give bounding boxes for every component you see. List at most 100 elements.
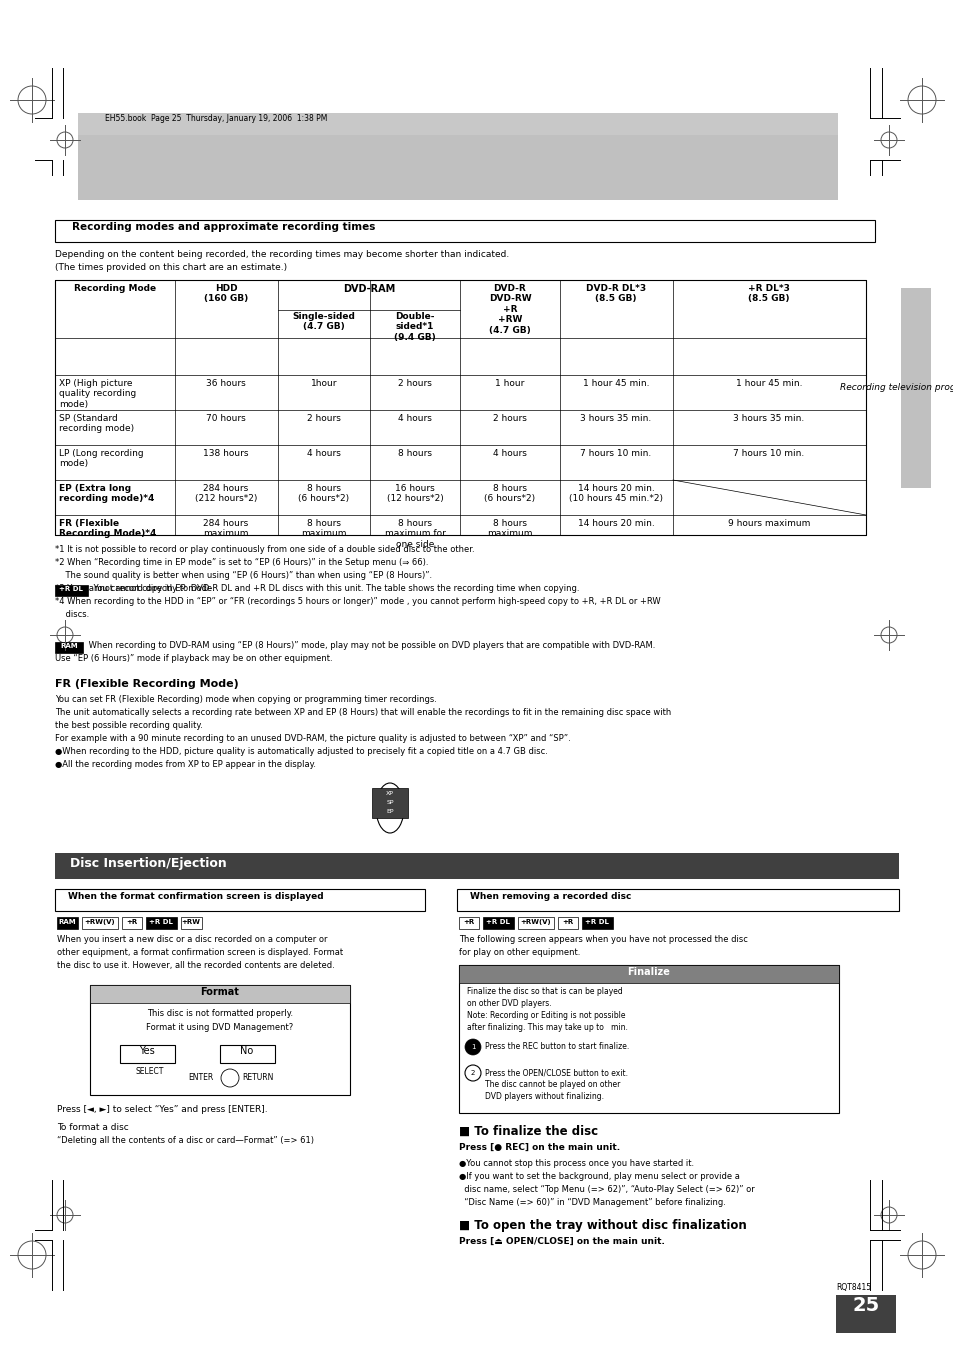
Bar	[122, 917, 142, 929]
Bar	[581, 917, 613, 929]
Text: *2 When “Recording time in EP mode” is set to “EP (6 Hours)” in the Setup menu (: *2 When “Recording time in EP mode” is s…	[55, 558, 428, 567]
Text: 14 hours 20 min.: 14 hours 20 min.	[577, 519, 654, 528]
Text: for play on other equipment.: for play on other equipment.	[458, 948, 579, 957]
Text: 8 hours
maximum: 8 hours maximum	[301, 519, 346, 539]
Text: EP (Extra long
recording mode)*4: EP (Extra long recording mode)*4	[59, 484, 154, 504]
Text: Press [● REC] on the main unit.: Press [● REC] on the main unit.	[458, 1143, 619, 1152]
Text: 1: 1	[470, 1044, 475, 1050]
Text: ●All the recording modes from XP to EP appear in the display.: ●All the recording modes from XP to EP a…	[55, 761, 315, 769]
Bar	[458, 917, 478, 929]
Text: Press [⏏ OPEN/CLOSE] on the main unit.: Press [⏏ OPEN/CLOSE] on the main unit.	[458, 1238, 664, 1246]
Text: DVD-RAM: DVD-RAM	[342, 284, 395, 295]
Text: +R: +R	[463, 919, 475, 925]
Text: Recording television programmes: Recording television programmes	[839, 384, 953, 393]
Text: Disc Insertion/Ejection: Disc Insertion/Ejection	[70, 857, 227, 870]
Bar	[120, 1046, 174, 1063]
Bar	[220, 1046, 274, 1063]
Text: To format a disc: To format a disc	[57, 1123, 129, 1132]
Circle shape	[464, 1065, 480, 1081]
Text: “Disc Name (=> 60)” in “DVD Management” before finalizing.: “Disc Name (=> 60)” in “DVD Management” …	[458, 1198, 725, 1206]
Text: 3 hours 35 min.: 3 hours 35 min.	[733, 413, 803, 423]
Text: 70 hours: 70 hours	[206, 413, 246, 423]
Text: other equipment, a format confirmation screen is displayed. Format: other equipment, a format confirmation s…	[57, 948, 343, 957]
Text: DVD players without finalizing.: DVD players without finalizing.	[484, 1092, 603, 1101]
Bar	[181, 917, 202, 929]
Text: 8 hours
maximum for
one side: 8 hours maximum for one side	[384, 519, 445, 549]
Text: When removing a recorded disc: When removing a recorded disc	[470, 892, 631, 901]
Text: +R: +R	[561, 919, 573, 925]
Text: after finalizing. This may take up to   min.: after finalizing. This may take up to mi…	[467, 1023, 627, 1032]
Text: +R DL: +R DL	[149, 919, 172, 925]
Text: Format: Format	[200, 988, 239, 997]
Text: SP (Standard
recording mode): SP (Standard recording mode)	[59, 413, 134, 434]
Text: the best possible recording quality.: the best possible recording quality.	[55, 721, 203, 730]
Text: 1hour: 1hour	[311, 380, 337, 388]
Text: *3 You cannot record directly to DVD-R DL and +R DL discs with this unit. The ta: *3 You cannot record directly to DVD-R D…	[55, 584, 578, 593]
Bar	[458, 965, 838, 1113]
Text: ●If you want to set the background, play menu select or provide a: ●If you want to set the background, play…	[458, 1173, 740, 1181]
Text: ■ To finalize the disc: ■ To finalize the disc	[458, 1125, 598, 1138]
Text: 3 hours 35 min.: 3 hours 35 min.	[579, 413, 651, 423]
Text: disc name, select “Top Menu (=> 62)”, “Auto-Play Select (=> 62)” or: disc name, select “Top Menu (=> 62)”, “A…	[458, 1185, 754, 1194]
Bar	[900, 288, 930, 488]
Text: 138 hours: 138 hours	[203, 449, 249, 458]
Text: +R DL: +R DL	[584, 919, 608, 925]
Bar	[82, 917, 118, 929]
Bar	[78, 135, 837, 200]
Text: 7 hours 10 min.: 7 hours 10 min.	[579, 449, 651, 458]
Text: 16 hours
(12 hours*2): 16 hours (12 hours*2)	[386, 484, 443, 504]
Text: 8 hours
(6 hours*2): 8 hours (6 hours*2)	[298, 484, 349, 504]
Text: RETURN: RETURN	[242, 1073, 274, 1082]
Text: Finalize the disc so that is can be played: Finalize the disc so that is can be play…	[467, 988, 622, 996]
Text: +RW(V): +RW(V)	[520, 919, 551, 925]
Text: 36 hours: 36 hours	[206, 380, 246, 388]
Text: Press [◄, ►] to select “Yes” and press [ENTER].: Press [◄, ►] to select “Yes” and press […	[57, 1105, 268, 1115]
Text: The unit automatically selects a recording rate between XP and EP (8 Hours) that: The unit automatically selects a recordi…	[55, 708, 671, 717]
Text: ■ To open the tray without disc finalization: ■ To open the tray without disc finaliza…	[458, 1219, 746, 1232]
Text: RQT8415: RQT8415	[835, 1283, 870, 1292]
Text: RAM: RAM	[58, 919, 75, 925]
Text: RAM: RAM	[60, 643, 78, 648]
Text: +RW: +RW	[181, 919, 200, 925]
Text: 4 hours: 4 hours	[307, 449, 340, 458]
Text: EP: EP	[386, 809, 394, 815]
Text: +R: +R	[126, 919, 137, 925]
Bar	[55, 220, 874, 242]
Bar	[55, 280, 865, 535]
Bar	[57, 917, 78, 929]
Circle shape	[464, 1039, 480, 1055]
Text: +R DL*3
(8.5 GB): +R DL*3 (8.5 GB)	[747, 284, 789, 304]
Text: ENTER: ENTER	[188, 1073, 213, 1082]
Text: FR (Flexible Recording Mode): FR (Flexible Recording Mode)	[55, 680, 238, 689]
Bar	[517, 917, 554, 929]
Text: +RW(V): +RW(V)	[85, 919, 115, 925]
Bar	[55, 889, 424, 911]
Bar	[146, 917, 177, 929]
Text: DVD-R
DVD-RW
+R
+RW
(4.7 GB): DVD-R DVD-RW +R +RW (4.7 GB)	[488, 284, 531, 335]
Text: 1 hour 45 min.: 1 hour 45 min.	[582, 380, 649, 388]
Bar	[835, 1296, 895, 1333]
Text: No: No	[240, 1046, 253, 1056]
Text: 8 hours
(6 hours*2): 8 hours (6 hours*2)	[484, 484, 535, 504]
Text: 7 hours 10 min.: 7 hours 10 min.	[733, 449, 803, 458]
Text: When recording to DVD-RAM using “EP (8 Hours)” mode, play may not be possible on: When recording to DVD-RAM using “EP (8 H…	[86, 640, 655, 650]
Text: The disc cannot be played on other: The disc cannot be played on other	[484, 1079, 619, 1089]
Bar	[482, 917, 514, 929]
Text: +R DL: +R DL	[485, 919, 510, 925]
Bar	[90, 985, 350, 1002]
Text: ●When recording to the HDD, picture quality is automatically adjusted to precise: ●When recording to the HDD, picture qual…	[55, 747, 547, 757]
Text: The sound quality is better when using “EP (6 Hours)” than when using “EP (8 Hou: The sound quality is better when using “…	[55, 571, 432, 580]
Text: For example with a 90 minute recording to an unused DVD-RAM, the picture quality: For example with a 90 minute recording t…	[55, 734, 570, 743]
Text: Recording Mode: Recording Mode	[74, 284, 156, 293]
Text: 8 hours
maximum: 8 hours maximum	[487, 519, 532, 539]
Text: XP (High picture
quality recording
mode): XP (High picture quality recording mode)	[59, 380, 136, 409]
Text: on other DVD players.: on other DVD players.	[467, 998, 551, 1008]
Bar	[372, 788, 408, 817]
Text: 284 hours
maximum: 284 hours maximum	[203, 519, 249, 539]
Text: +R DL: +R DL	[59, 586, 83, 592]
Text: You can set FR (Flexible Recording) mode when copying or programming timer recor: You can set FR (Flexible Recording) mode…	[55, 694, 436, 704]
Bar	[55, 852, 898, 880]
Text: EH55.book  Page 25  Thursday, January 19, 2006  1:38 PM: EH55.book Page 25 Thursday, January 19, …	[105, 113, 327, 123]
Text: SELECT: SELECT	[135, 1067, 164, 1075]
Text: 14 hours 20 min.
(10 hours 45 min.*2): 14 hours 20 min. (10 hours 45 min.*2)	[568, 484, 662, 504]
